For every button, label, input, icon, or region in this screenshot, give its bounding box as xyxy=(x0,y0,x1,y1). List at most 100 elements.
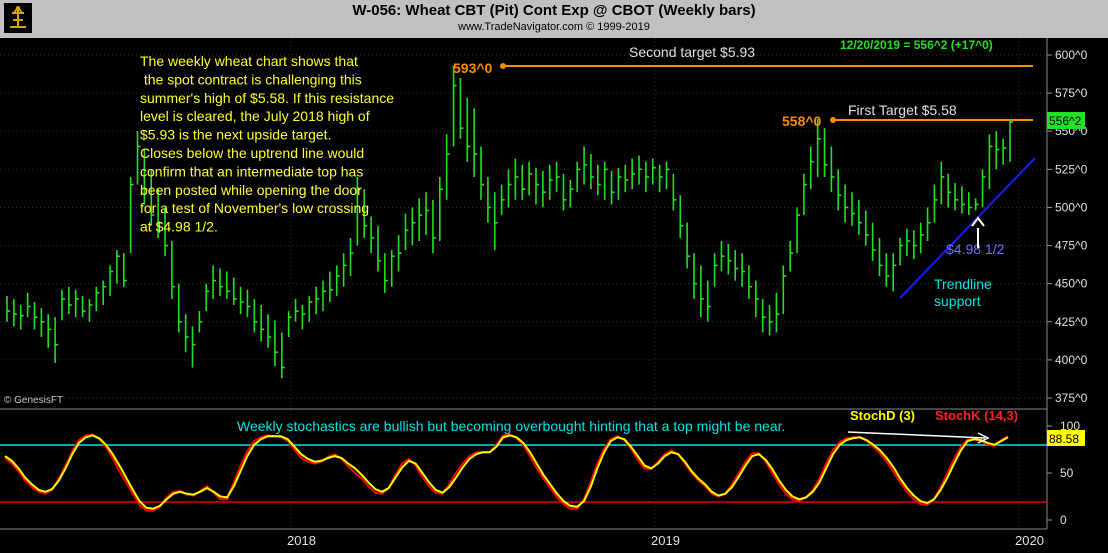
price-tick-label: 600^0 xyxy=(1055,48,1088,62)
price-bar xyxy=(493,192,498,251)
trendline-label-2: support xyxy=(934,293,981,309)
stochk-line xyxy=(4,433,1009,512)
price-bar xyxy=(761,298,766,333)
price-bar xyxy=(700,265,704,318)
price-bar xyxy=(913,230,917,260)
price-bar xyxy=(665,161,670,190)
trendline-label-1: Trendline xyxy=(934,276,992,292)
price-bar xyxy=(734,250,739,281)
price-bar xyxy=(507,169,512,208)
price-bar xyxy=(782,265,787,315)
price-bar xyxy=(555,161,560,193)
price-bar xyxy=(198,311,203,333)
price-bar xyxy=(184,314,189,353)
low-label: $4.98 1/2 xyxy=(946,241,1005,257)
price-bar xyxy=(851,192,855,226)
price-bar xyxy=(638,155,643,185)
commentary-line: been posted while opening the door xyxy=(140,182,362,198)
price-tick-label: 400^0 xyxy=(1055,353,1088,367)
price-bar xyxy=(239,286,244,315)
commentary-line: $5.93 is the next upside target. xyxy=(140,127,331,143)
price-bar xyxy=(26,292,31,318)
price-bar xyxy=(102,280,107,306)
price-bar xyxy=(844,184,849,223)
price-bar xyxy=(535,167,539,205)
price-bar xyxy=(480,146,485,200)
price-bar xyxy=(521,164,526,200)
price-bar xyxy=(349,237,354,277)
price-bar xyxy=(397,234,402,272)
price-bar xyxy=(466,97,471,162)
price-bar xyxy=(54,317,59,363)
price-bar xyxy=(727,244,732,275)
price-tick-label: 475^0 xyxy=(1055,239,1088,253)
price-bar xyxy=(171,240,175,299)
price-bar xyxy=(610,170,615,205)
price-bar xyxy=(452,65,457,147)
price-bar xyxy=(418,198,423,241)
price-bar xyxy=(6,295,10,322)
stoch-arrow-head-icon xyxy=(977,432,990,444)
price-bar xyxy=(878,237,883,277)
low-arrow-head-icon xyxy=(971,216,985,227)
price-bar xyxy=(906,228,910,257)
price-bar xyxy=(954,183,959,211)
price-bar xyxy=(219,268,223,296)
price-bar xyxy=(768,305,773,336)
price-bar xyxy=(809,146,814,190)
stoch-commentary: Weekly stochastics are bullish but becom… xyxy=(237,418,785,434)
price-bar xyxy=(528,161,533,196)
price-bar xyxy=(658,164,663,193)
price-bar xyxy=(796,207,801,254)
price-bar xyxy=(548,164,553,200)
price-bar xyxy=(226,271,230,299)
price-bar xyxy=(576,161,581,193)
price-bar xyxy=(885,253,890,287)
price-bar xyxy=(384,253,388,293)
price-bar xyxy=(858,199,862,235)
price-bar xyxy=(487,176,491,223)
price-bar xyxy=(47,314,52,348)
price-bar xyxy=(926,207,931,241)
price-bar xyxy=(892,253,897,292)
price-bar xyxy=(672,173,677,211)
price-bar xyxy=(205,283,210,312)
price-bar xyxy=(122,253,127,287)
price-bar xyxy=(95,286,100,312)
high-2019-marker xyxy=(830,117,836,123)
price-bar xyxy=(33,301,38,330)
second-target-label: Second target $5.93 xyxy=(629,44,755,60)
time-tick-label: 2019 xyxy=(651,533,680,548)
price-bar xyxy=(713,253,718,287)
price-bar xyxy=(150,169,155,226)
price-bar xyxy=(445,134,450,200)
price-bar xyxy=(61,289,65,321)
price-tick-label: 450^0 xyxy=(1055,277,1088,291)
price-bar xyxy=(129,176,134,254)
price-bar xyxy=(363,189,368,238)
commentary-line: for a test of November's low crossing xyxy=(140,200,369,216)
price-bar xyxy=(260,305,265,342)
stoch-value-tag-text: 88.58 xyxy=(1049,432,1079,446)
price-bar xyxy=(404,213,409,251)
chart-copyright: www.TradeNavigator.com © 1999-2019 xyxy=(458,21,650,33)
price-bar xyxy=(143,149,148,205)
price-bar xyxy=(68,286,72,315)
price-bar xyxy=(329,271,333,302)
price-tick-label: 500^0 xyxy=(1055,200,1088,214)
price-bar xyxy=(961,186,965,214)
stochd-legend: StochD (3) xyxy=(850,408,915,423)
price-bar xyxy=(603,161,608,200)
price-bar xyxy=(789,240,794,272)
price-bar xyxy=(377,225,381,272)
commentary-line: Closes below the uptrend line would xyxy=(140,145,364,161)
chart-title: W-056: Wheat CBT (Pit) Cont Exp @ CBOT (… xyxy=(352,2,756,19)
price-bar xyxy=(425,192,430,235)
price-bar xyxy=(274,320,278,366)
price-bar xyxy=(583,146,588,185)
price-bar xyxy=(624,164,629,193)
price-bar xyxy=(13,298,17,327)
price-bar xyxy=(74,289,79,318)
price-bar xyxy=(500,184,505,216)
price-bar xyxy=(164,207,169,257)
